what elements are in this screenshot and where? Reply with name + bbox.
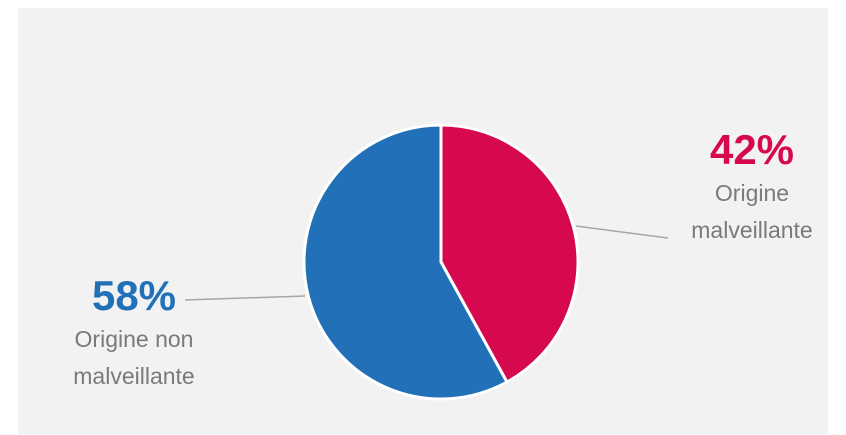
slice-label-malveillante-line2: malveillante xyxy=(691,217,812,243)
slice-label-malveillante-line1: Origine xyxy=(715,180,789,206)
slice-label-non-malveillante-line2: malveillante xyxy=(73,363,194,389)
slice-label-non-malveillante-line1: Origine non xyxy=(75,326,194,352)
leader-line-malveillante xyxy=(575,225,669,239)
leader-line-non-malveillante xyxy=(184,295,306,301)
slice-value-non-malveillante: 58% xyxy=(92,272,176,319)
slice-value-malveillante: 42% xyxy=(710,126,794,173)
slice-non-malveillante xyxy=(302,123,509,401)
pie-slices xyxy=(302,123,580,401)
slice-malveillante xyxy=(439,123,580,384)
